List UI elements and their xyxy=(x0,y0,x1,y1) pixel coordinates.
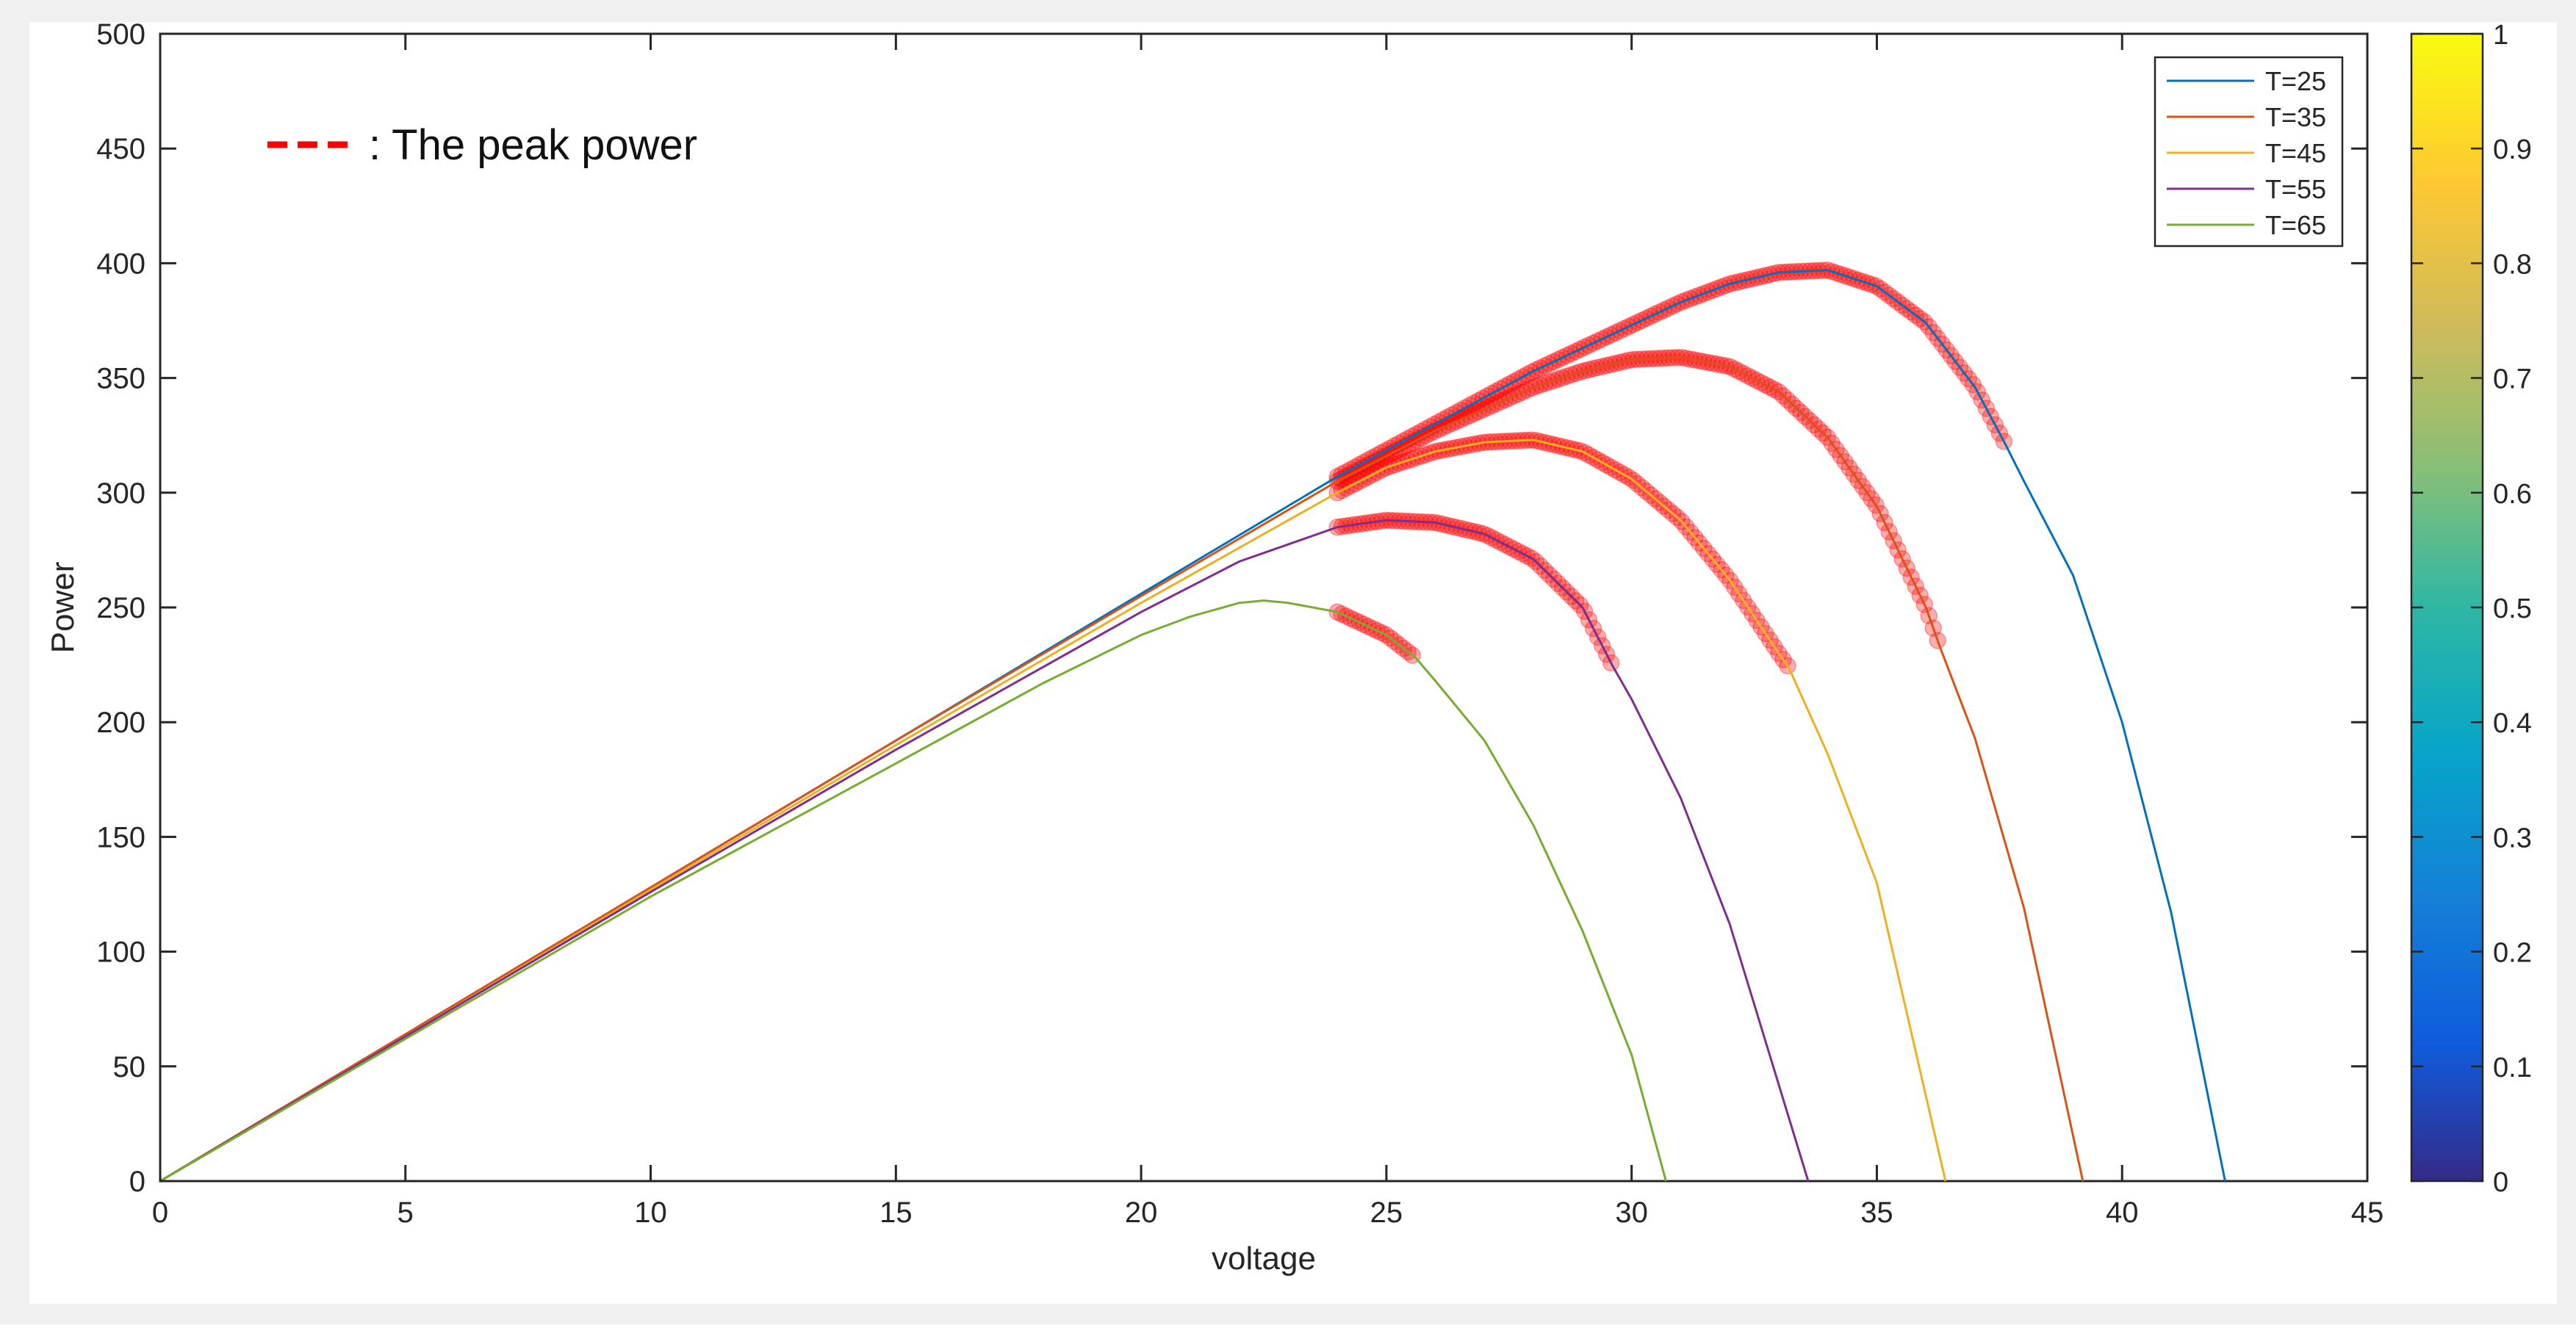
series-line-T=65 xyxy=(159,599,1667,1183)
colorbar-tick-label: 0 xyxy=(2493,1167,2508,1198)
series-line-T=55 xyxy=(159,519,1810,1183)
y-tick-label: 150 xyxy=(96,821,145,854)
x-tick-label: 10 xyxy=(634,1197,667,1229)
plot-area xyxy=(159,32,2369,1183)
colorbar-tick-label: 0.2 xyxy=(2493,938,2532,969)
x-tick-label: 5 xyxy=(397,1197,414,1229)
x-tick-label: 35 xyxy=(1860,1197,1893,1229)
series-line-T=35 xyxy=(159,356,2084,1183)
colorbar-tick-label: 0.6 xyxy=(2493,479,2532,510)
x-tick-label: 30 xyxy=(1615,1197,1648,1229)
y-tick-label: 350 xyxy=(96,363,145,395)
colorbar-tick-label: 0.4 xyxy=(2493,708,2532,739)
x-tick-label: 0 xyxy=(152,1197,168,1229)
peak-power-annotation: : The peak power xyxy=(267,121,697,169)
y-tick-label: 500 xyxy=(96,18,145,51)
axes: 0 5 10 15 20 25 30 35 40 450501001502002503003504… xyxy=(45,18,2383,1277)
colorbar-tick-label: 1 xyxy=(2493,20,2508,51)
colorbar-tick-label: 0.3 xyxy=(2493,823,2532,854)
colorbar: 0 0.1 0.2 0.3 0.4 0.5 0.6 0.7 0.8 0.9 1 xyxy=(2410,20,2532,1198)
y-axis-label: Power xyxy=(45,562,81,654)
legend-label: T=65 xyxy=(2265,210,2326,240)
x-tick-label: 20 xyxy=(1125,1197,1158,1229)
y-tick-label: 50 xyxy=(113,1051,146,1083)
y-tick-label: 200 xyxy=(96,707,145,739)
x-tick-label: 25 xyxy=(1370,1197,1403,1229)
y-tick-label: 450 xyxy=(96,133,145,165)
legend-label: T=25 xyxy=(2265,66,2326,96)
series-line-T=45 xyxy=(159,439,1947,1183)
colorbar-tick-label: 0.1 xyxy=(2493,1053,2532,1083)
legend-label: T=55 xyxy=(2265,174,2326,204)
colorbar-tick-label: 0.5 xyxy=(2493,593,2532,624)
legend-label: T=45 xyxy=(2265,138,2326,168)
colorbar-tick-label: 0.7 xyxy=(2493,364,2532,395)
legend: T=25 T=35 T=45 T=55 T=65 xyxy=(2154,56,2344,248)
annotation-text: : The peak power xyxy=(369,121,697,169)
x-axis-label: voltage xyxy=(1212,1241,1316,1277)
x-tick-label: 45 xyxy=(2351,1197,2384,1229)
x-tick-label: 40 xyxy=(2106,1197,2139,1229)
y-tick-label: 300 xyxy=(96,477,145,510)
colorbar-gradient xyxy=(2410,32,2484,1183)
x-tick-label: 15 xyxy=(879,1197,913,1229)
series-lines xyxy=(159,269,2226,1183)
colorbar-tick-label: 0.8 xyxy=(2493,249,2532,280)
legend-label: T=35 xyxy=(2265,102,2326,132)
colorbar-tick-label: 0.9 xyxy=(2493,134,2532,165)
y-tick-label: 100 xyxy=(96,937,145,969)
y-tick-label: 250 xyxy=(96,592,145,624)
y-tick-label: 400 xyxy=(96,248,145,280)
y-tick-label: 0 xyxy=(129,1166,145,1198)
